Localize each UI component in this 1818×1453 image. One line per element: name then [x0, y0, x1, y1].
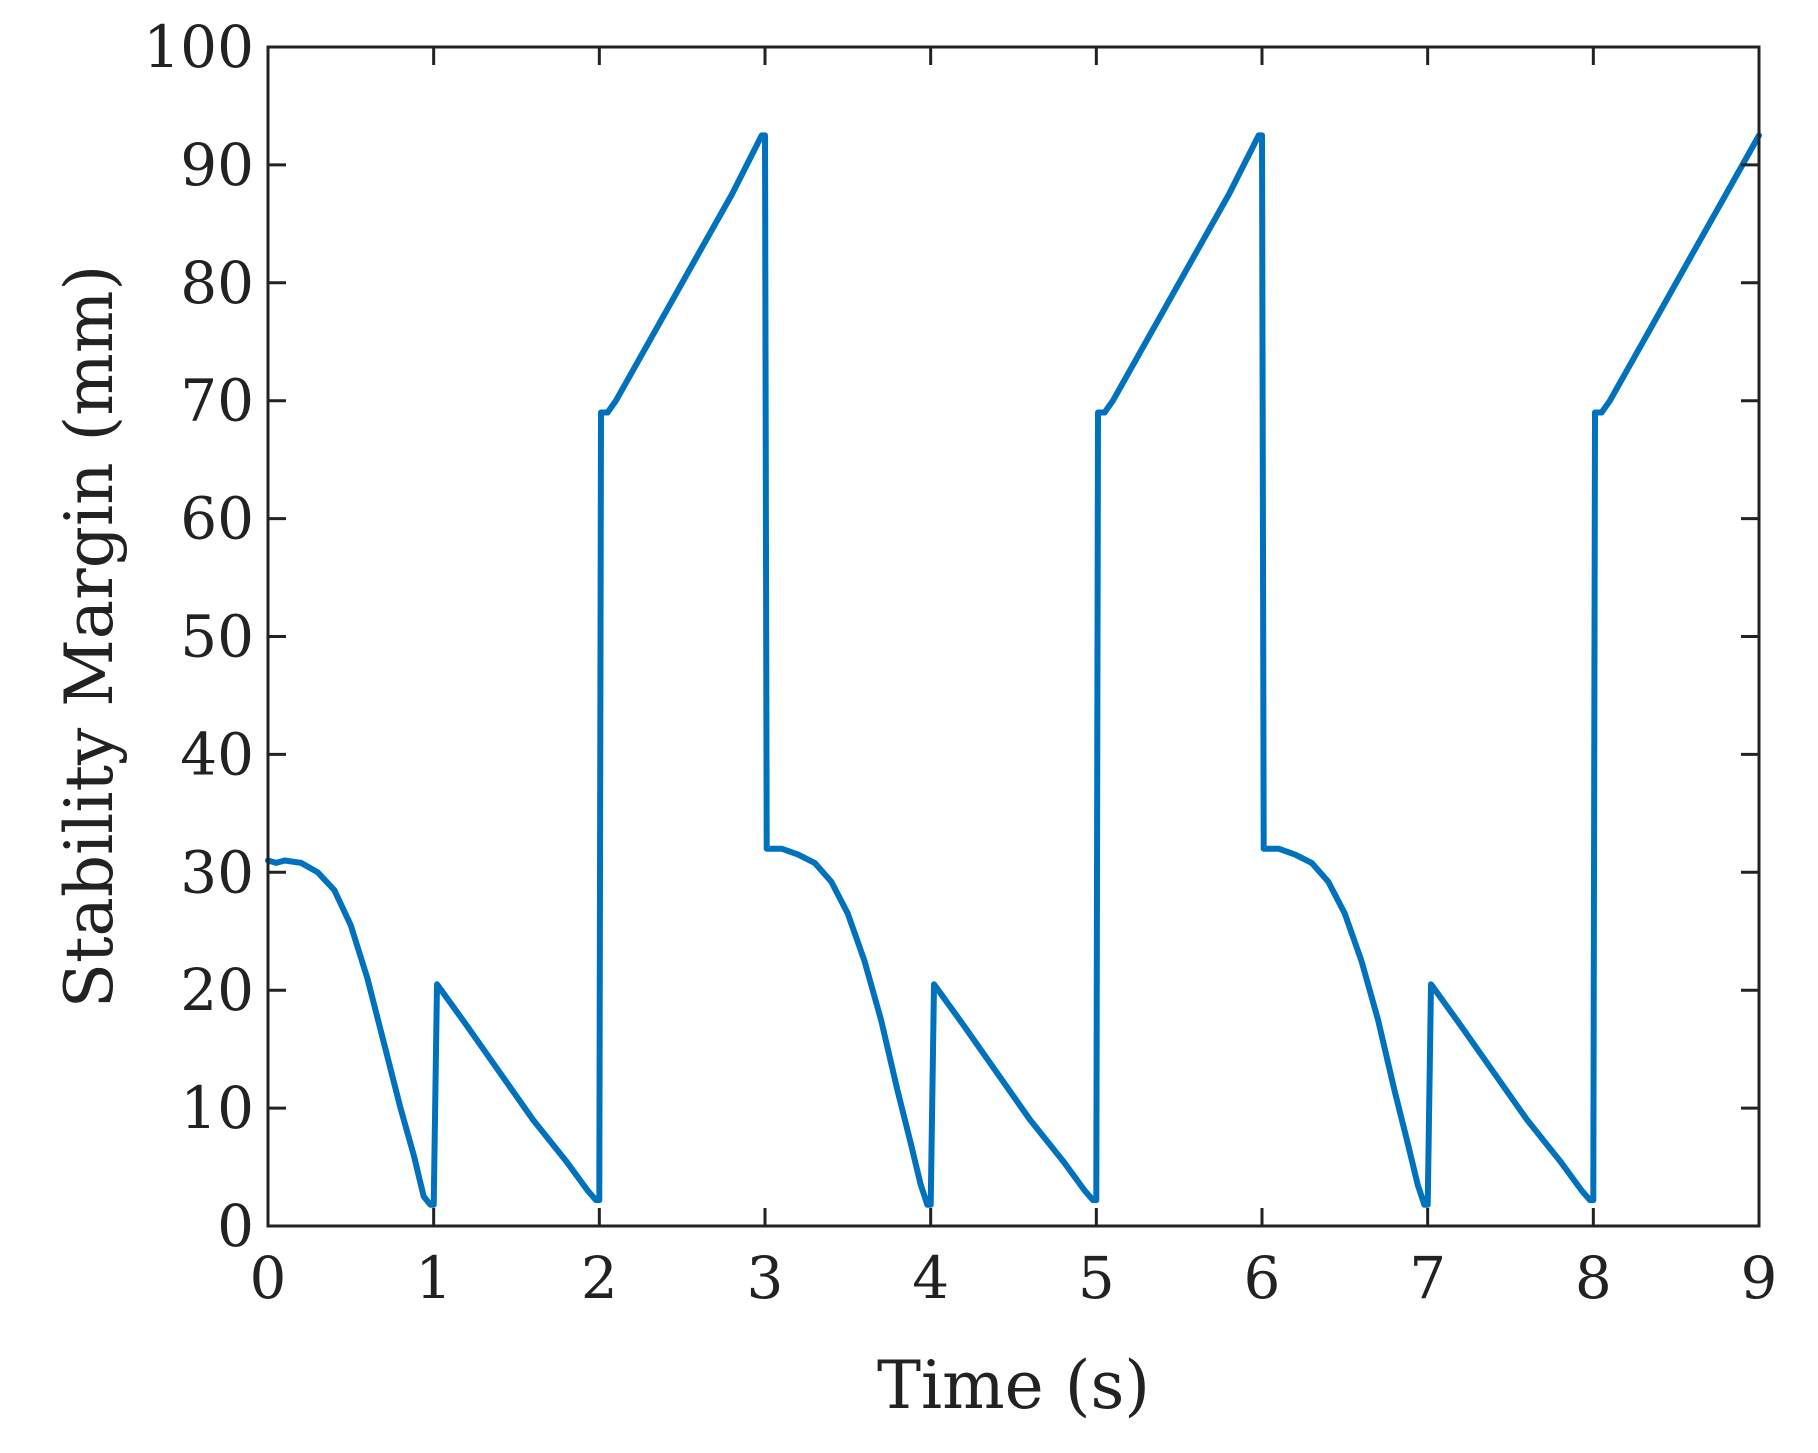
x-tick-label: 4: [912, 1244, 949, 1312]
x-tick-label: 8: [1575, 1244, 1612, 1312]
x-tick-label: 9: [1741, 1244, 1778, 1312]
y-tick-label: 20: [180, 956, 254, 1024]
axes-box: [266, 45, 1761, 1228]
x-tick-label: 7: [1409, 1244, 1446, 1312]
plot-area: [265, 45, 1762, 1228]
y-tick-label: 10: [180, 1074, 254, 1142]
y-tick-label: 30: [180, 838, 254, 906]
x-tick-label: 0: [250, 1244, 287, 1312]
x-tick-label: 3: [747, 1244, 784, 1312]
x-axis-title: Time (s): [877, 1347, 1150, 1424]
axis-ticks: [266, 45, 1761, 1228]
x-tick-label: 5: [1078, 1244, 1115, 1312]
y-tick-label: 70: [180, 367, 254, 435]
x-tick-label: 2: [581, 1244, 618, 1312]
y-tick-label: 50: [180, 603, 254, 671]
y-tick-label: 60: [180, 485, 254, 553]
y-axis-title: Stability Margin (mm): [51, 265, 128, 1008]
y-tick-label: 90: [180, 131, 254, 199]
x-tick-label: 6: [1244, 1244, 1281, 1312]
y-tick-label: 0: [217, 1192, 254, 1260]
y-tick-label: 40: [180, 720, 254, 788]
y-tick-label: 100: [143, 13, 254, 81]
x-tick-label: 1: [415, 1244, 452, 1312]
series-line-0: [265, 132, 1762, 1208]
y-tick-label: 80: [180, 249, 254, 317]
